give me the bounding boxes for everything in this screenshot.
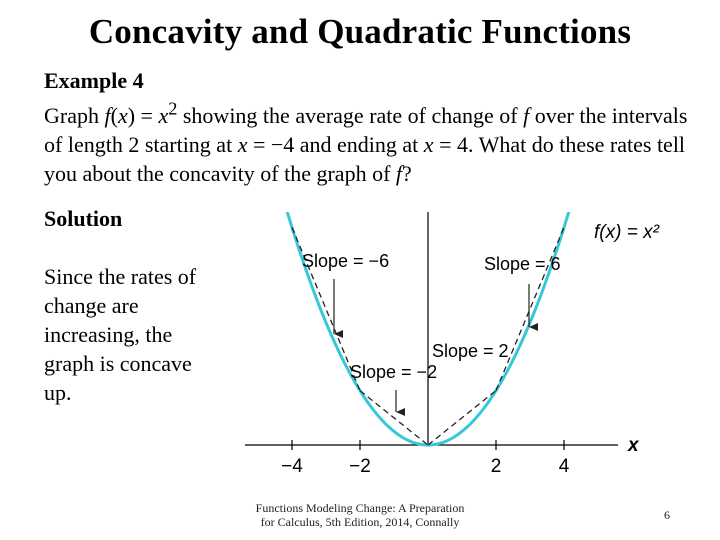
x-ticks: −4 −2 2 4: [281, 440, 570, 477]
x-axis-label: x: [627, 435, 640, 456]
example-block: Example 4 Graph f(x) = x2 showing the av…: [44, 66, 694, 188]
example-text: Graph f(x) = x2 showing the average rate…: [44, 99, 688, 187]
x-tick-label: −2: [349, 456, 371, 477]
x-tick-label: 4: [559, 456, 570, 477]
secant-segment: [359, 390, 429, 446]
footer-line-1: Functions Modeling Change: A Preparation: [255, 501, 465, 515]
axes: x: [245, 212, 640, 456]
secant-segment: [427, 390, 497, 446]
slide-title: Concavity and Quadratic Functions: [88, 12, 632, 51]
example-label: Example 4: [44, 68, 144, 93]
x-tick-label: −4: [281, 456, 303, 477]
page-number: 6: [664, 508, 670, 522]
footer-line-2: for Calculus, 5th Edition, 2014, Connall…: [260, 515, 460, 529]
function-label: f(x) = x²: [594, 222, 660, 243]
secant-segment: [495, 227, 565, 391]
x-tick-label: 2: [491, 456, 502, 477]
secant-lines: [291, 227, 565, 446]
solution-label: Solution: [44, 206, 123, 231]
slope-label: Slope = 6: [484, 254, 561, 274]
slope-label: Slope = 2: [432, 341, 509, 361]
solution-text: Since the rates of change are increasing…: [44, 264, 197, 405]
footer-citation: Functions Modeling Change: A Preparation…: [240, 501, 480, 529]
slope-label: Slope = −6: [302, 251, 389, 271]
slope-label: Slope = −2: [350, 362, 437, 382]
